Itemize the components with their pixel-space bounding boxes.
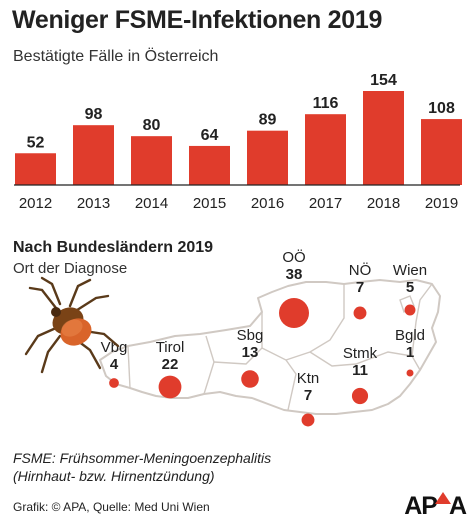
bar-2017 [305, 114, 346, 185]
apa-logo-text: AP [404, 492, 438, 520]
chart-title: Weniger FSME-Infektionen 2019 [12, 6, 383, 34]
region-value-Bgld: 1 [406, 344, 414, 361]
region-value-Sbg: 13 [242, 344, 259, 361]
region-value-Ktn: 7 [304, 387, 312, 404]
bubble-Wien [404, 304, 416, 316]
bar-2014 [131, 136, 172, 185]
bubble-Vbg [109, 378, 119, 388]
bubble-OÖ [279, 298, 309, 328]
region-value-NÖ: 7 [356, 279, 364, 296]
footnote-line-2: (Hirnhaut- bzw. Hirnentzündung) [13, 468, 215, 484]
bar-2019 [421, 119, 462, 185]
region-name-Wien: Wien [393, 262, 427, 279]
data-label-2016: 89 [259, 112, 277, 129]
bar-2016 [247, 130, 288, 185]
bubble-Sbg [241, 370, 259, 388]
tick-label-2012: 2012 [19, 195, 52, 212]
data-label-2019: 108 [428, 100, 455, 117]
tick-label-2015: 2015 [193, 195, 226, 212]
region-name-Bgld: Bgld [395, 327, 425, 344]
region-name-Sbg: Sbg [237, 327, 264, 344]
tick-label-2018: 2018 [367, 195, 400, 212]
region-name-NÖ: NÖ [349, 261, 372, 279]
data-label-2015: 64 [201, 127, 219, 144]
region-name-Stmk: Stmk [343, 345, 378, 362]
region-name-Ktn: Ktn [297, 370, 320, 387]
state-borders [127, 283, 433, 411]
bubble-Stmk [351, 387, 369, 405]
region-value-Vbg: 4 [110, 356, 119, 373]
region-name-OÖ: OÖ [282, 248, 305, 266]
tick-label-2016: 2016 [251, 195, 284, 212]
austria-outline [99, 279, 441, 415]
bar-2012 [15, 153, 56, 185]
data-label-2013: 98 [85, 106, 103, 123]
tick-label-2014: 2014 [135, 195, 168, 212]
tick-label-2013: 2013 [77, 195, 110, 212]
bubble-Ktn [301, 413, 315, 427]
region-name-Tirol: Tirol [156, 339, 185, 356]
bar-2018 [363, 91, 404, 185]
data-label-2018: 154 [370, 72, 397, 89]
map-section-subtitle: Ort der Diagnose [13, 260, 128, 277]
bar-2013 [73, 125, 114, 185]
region-value-OÖ: 38 [286, 266, 303, 283]
apa-logo: AP A [404, 492, 467, 521]
bubble-Bgld [406, 369, 414, 377]
chart-subtitle: Bestätigte Fälle in Österreich [13, 48, 219, 65]
tick-label-2019: 2019 [425, 195, 458, 212]
data-label-2012: 52 [27, 134, 45, 151]
apa-logo-text-end: A [448, 492, 467, 520]
tick-label-2017: 2017 [309, 195, 342, 212]
bar-2015 [189, 145, 230, 185]
region-value-Tirol: 22 [162, 356, 179, 373]
bar-chart: 52 2012 98 2013 80 2014 64 2015 89 2016 116 2017 154… [14, 72, 462, 212]
data-label-2017: 116 [313, 95, 339, 112]
region-name-Vbg: Vbg [101, 339, 128, 356]
region-value-Wien: 5 [406, 279, 414, 296]
source-credit: Grafik: © APA, Quelle: Med Uni Wien [13, 500, 210, 514]
region-value-Stmk: 11 [352, 362, 368, 379]
data-label-2014: 80 [143, 117, 161, 134]
bubble-NÖ [353, 306, 367, 320]
map-section-title: Nach Bundesländern 2019 [13, 239, 214, 256]
footnote-line-1: FSME: Frühsommer-Meningoenzephalitis [13, 450, 272, 466]
logo-triangle [434, 492, 451, 504]
bubble-Tirol [158, 375, 182, 399]
tick-icon [24, 276, 120, 374]
